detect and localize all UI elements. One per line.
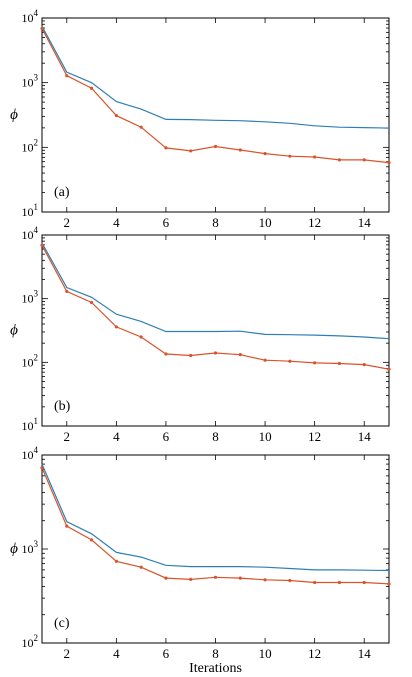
x-axis-label: Iterations [189,661,242,676]
x-tick-label: 6 [163,215,170,230]
data-point [387,367,391,371]
x-tick-label: 4 [113,646,120,661]
data-point [213,144,218,149]
data-point [65,74,69,78]
data-point [213,575,218,579]
x-tick-label: 10 [259,429,272,444]
data-point [213,351,218,355]
data-point [313,155,317,159]
x-tick-label: 4 [113,429,120,444]
data-point [189,577,193,581]
y-tick-label: 103 [22,73,39,90]
data-point [89,300,94,305]
chart-panel-3: 2 4 6 8 10 12 14 102 103 104 ϕ Iterations (c) [10,445,391,676]
data-point [189,149,193,153]
x-tick-label: 10 [259,646,272,661]
data-point [238,148,242,152]
y-axis-label: ϕ [10,323,18,339]
data-point [288,578,292,583]
y-tick-label: 103 [22,539,39,556]
data-point [238,353,242,357]
y-tick-label: 102 [22,352,39,369]
y-tick-label: 104 [22,445,39,462]
x-tick-label: 8 [212,646,219,661]
plot-frame [41,234,390,427]
x-tick-label: 12 [308,215,321,230]
data-point [362,158,366,162]
data-point [263,578,267,582]
series-line-2 [41,28,390,164]
data-point [164,146,168,150]
data-point [362,580,366,585]
data-point [40,243,44,247]
data-point [114,325,118,329]
plot-frame [41,17,390,213]
x-tick-label: 2 [64,646,71,661]
data-point [387,582,391,586]
y-axis-label: ϕ [10,541,18,557]
series-line-1 [41,242,390,340]
x-tick-label: 8 [212,215,219,230]
data-point [114,113,118,118]
y-tick-label: 104 [22,225,39,242]
data-point [362,363,366,367]
series-line-1 [41,463,390,572]
y-tick-label: 104 [22,8,39,25]
y-tick-label: 102 [22,633,39,650]
x-tick-label: 2 [64,429,71,444]
x-tick-label: 14 [358,646,372,661]
plot-frame [41,454,390,644]
data-point [238,576,242,580]
data-point [288,154,292,158]
data-point [263,358,267,362]
x-tick-label: 12 [308,646,321,661]
data-point [65,289,69,294]
data-point [313,361,317,365]
data-point [89,538,94,542]
data-point [65,524,69,528]
series-line-2 [41,245,390,370]
data-point [139,565,143,569]
x-tick-label: 4 [113,215,120,230]
data-point [387,161,391,165]
x-tick-label: 12 [308,429,321,444]
data-point [263,152,267,156]
data-point [189,353,193,358]
y-tick-label: 101 [22,202,39,219]
chart-panel-2: 2 4 6 8 10 12 14 101 102 103 104 ϕ (b) [10,225,391,444]
x-tick-label: 6 [163,429,170,444]
x-tick-label: 14 [358,215,372,230]
data-point [40,466,44,470]
y-tick-label: 101 [22,416,39,433]
data-point [164,576,168,580]
y-tick-label: 103 [22,289,39,306]
data-point [139,125,143,129]
data-point [139,335,143,339]
panel-label: (b) [54,399,71,414]
data-point [337,158,342,162]
y-axis-label: ϕ [10,107,18,123]
data-point [114,559,118,563]
data-point [40,26,44,31]
series-line-1 [41,25,390,129]
data-point [288,359,292,363]
x-tick-label: 10 [259,215,272,230]
x-tick-label: 2 [64,215,71,230]
data-point [313,580,317,585]
data-point [337,580,342,585]
y-tick-label: 102 [22,137,39,154]
data-point [337,361,342,366]
chart-panel-1: 2 4 6 8 10 12 14 101 102 103 104 ϕ (a) [10,8,391,230]
x-tick-label: 6 [163,646,170,661]
panel-label: (a) [54,185,70,200]
x-tick-label: 8 [212,429,219,444]
data-point [89,86,94,90]
panel-label: (c) [54,616,70,631]
data-point [164,352,168,356]
x-tick-label: 14 [358,429,372,444]
